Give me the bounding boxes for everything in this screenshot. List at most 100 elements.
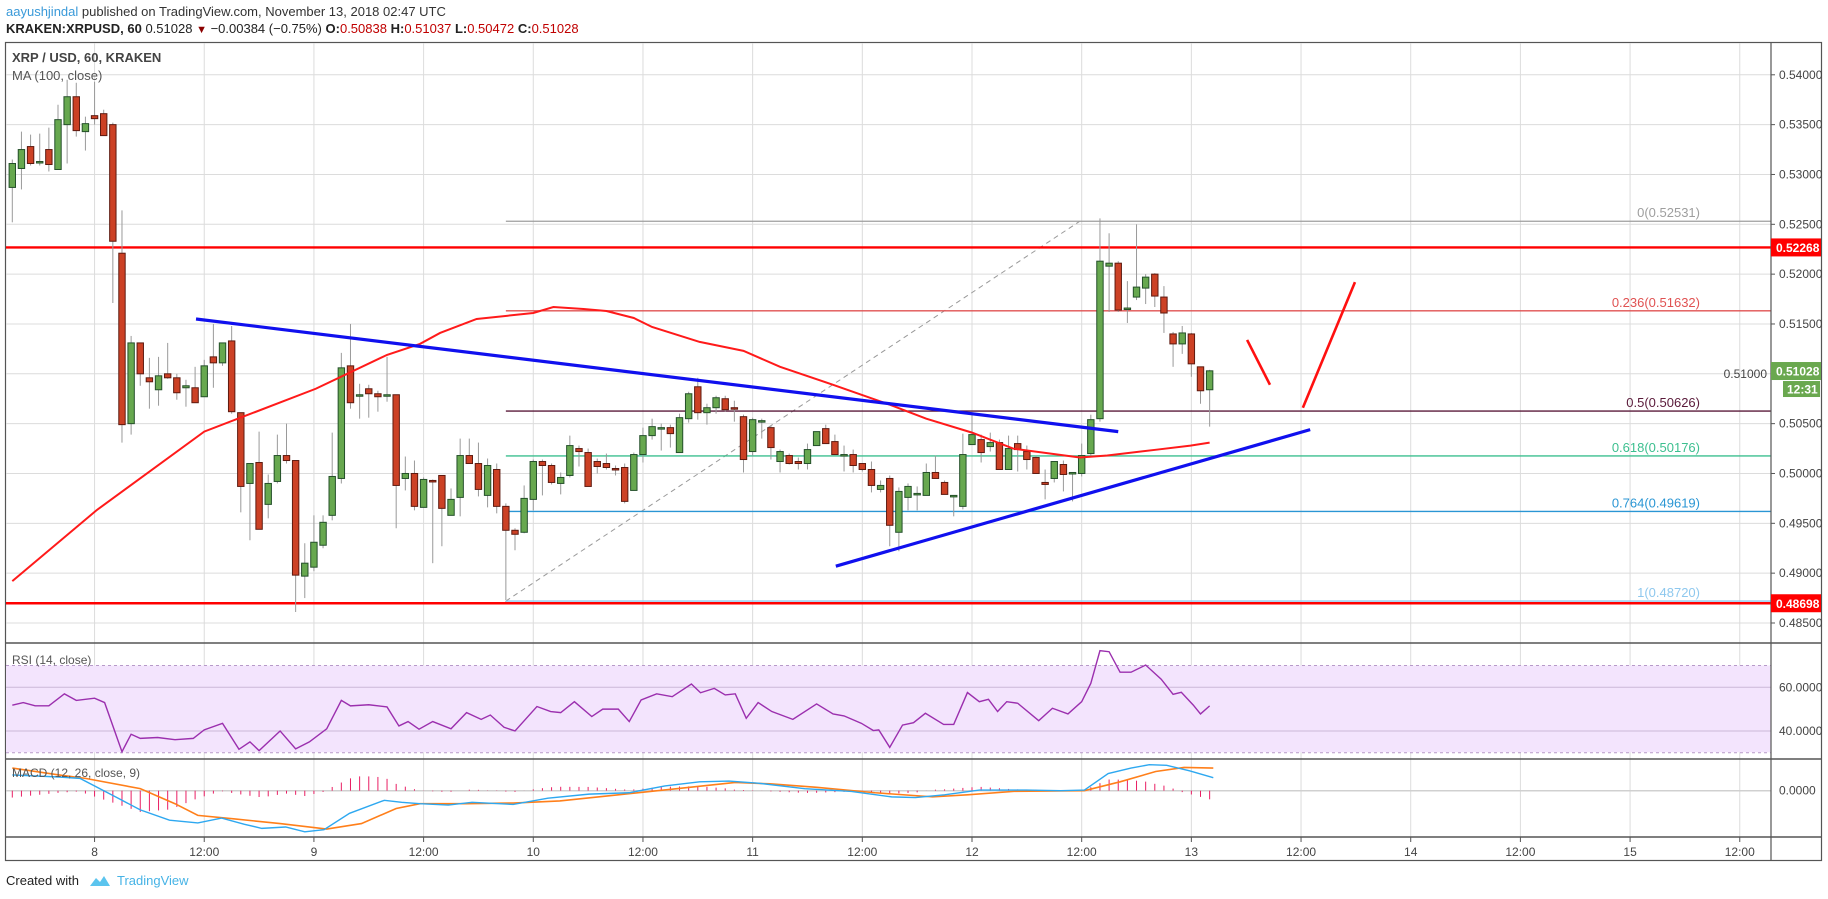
candle-up bbox=[758, 420, 766, 423]
candle-up bbox=[456, 455, 464, 498]
candle-up bbox=[301, 562, 309, 577]
published-text: published on TradingView.com, November 1… bbox=[81, 4, 446, 19]
candle-up bbox=[1123, 307, 1132, 311]
price-tick-label: 0.53500 bbox=[1779, 118, 1823, 132]
candle-up bbox=[529, 461, 537, 500]
candle-down bbox=[849, 454, 857, 467]
ma100-line bbox=[11, 306, 1210, 582]
rsi-pane bbox=[6, 649, 1771, 754]
time-tick-label: 12:00 bbox=[1286, 845, 1316, 859]
candle-up bbox=[566, 445, 574, 476]
candle-up bbox=[1077, 455, 1086, 474]
candle-down bbox=[739, 416, 748, 461]
ma-legend[interactable]: MA (100, close) bbox=[12, 68, 102, 83]
candle-down bbox=[227, 340, 236, 413]
time-tick-label: 12:00 bbox=[1725, 845, 1755, 859]
candle-up bbox=[1068, 471, 1077, 475]
macd-signal-line bbox=[12, 766, 1214, 830]
candle-down bbox=[163, 373, 172, 379]
price-tick-label: 0.50500 bbox=[1779, 417, 1823, 431]
candle-down bbox=[410, 472, 419, 507]
price-tick-label: 0.51500 bbox=[1779, 317, 1823, 331]
fib-level-label: 0(0.52531) bbox=[1637, 205, 1700, 220]
price-change: −0.00384 (−0.75%) bbox=[210, 21, 322, 36]
candle-up bbox=[959, 454, 967, 507]
candle-down bbox=[26, 146, 35, 165]
candle-down bbox=[538, 461, 547, 467]
open-value: 0.50838 bbox=[339, 21, 387, 36]
candle-up bbox=[986, 442, 994, 448]
candle-down bbox=[493, 468, 501, 507]
candle-down bbox=[291, 460, 300, 576]
price-tick-label: 0.52000 bbox=[1779, 267, 1823, 281]
candle-up bbox=[419, 478, 428, 508]
fib-level-label: 0.5(0.50626) bbox=[1626, 395, 1700, 410]
candle-down bbox=[593, 461, 601, 468]
candle-up bbox=[383, 394, 391, 397]
candle-down bbox=[191, 387, 199, 404]
projection-line bbox=[1301, 281, 1357, 409]
candle-down bbox=[1023, 451, 1031, 461]
high-label: H: bbox=[390, 21, 405, 36]
last-price: 0.51028 bbox=[145, 21, 193, 36]
candle-up bbox=[154, 375, 163, 391]
candle-up bbox=[657, 427, 665, 430]
candle-up bbox=[328, 475, 336, 516]
candle-down bbox=[118, 252, 126, 426]
rsi-legend[interactable]: RSI (14, close) bbox=[12, 653, 91, 667]
candle-down bbox=[346, 365, 355, 404]
candle-up bbox=[520, 497, 528, 533]
candle-down bbox=[45, 149, 53, 166]
candle-up bbox=[1178, 332, 1186, 345]
candle-down bbox=[72, 96, 80, 132]
rsi-line bbox=[12, 649, 1211, 754]
candle-up bbox=[200, 365, 208, 398]
candle-up bbox=[904, 485, 912, 498]
candle-down bbox=[1160, 296, 1168, 314]
candle-down bbox=[1151, 273, 1159, 297]
time-tick-label: 12:00 bbox=[1067, 845, 1097, 859]
fib-level-label: 0.764(0.49619) bbox=[1612, 495, 1700, 510]
rsi-tick-label: 40.0000 bbox=[1779, 724, 1823, 738]
candle-up bbox=[401, 472, 410, 479]
tradingview-link[interactable]: TradingView bbox=[116, 873, 189, 888]
candle-up bbox=[310, 541, 318, 568]
candle-up bbox=[355, 394, 364, 397]
fib-level-label: 1(0.48720) bbox=[1637, 585, 1700, 600]
candle-down bbox=[502, 505, 510, 531]
candle-down bbox=[136, 342, 144, 375]
time-tick-label: 12:00 bbox=[409, 845, 439, 859]
candle-down bbox=[730, 407, 739, 410]
price-tag-label: 0.48698 bbox=[1776, 597, 1820, 611]
symbol-info: KRAKEN:XRPUSD, 60 0.51028 ▼ −0.00384 (−0… bbox=[6, 21, 579, 36]
candle-down bbox=[109, 124, 117, 242]
candle-up bbox=[968, 434, 976, 446]
candle-up bbox=[913, 492, 921, 496]
time-tick-label: 8 bbox=[91, 845, 98, 859]
candle-up bbox=[54, 119, 62, 170]
candle-up bbox=[950, 494, 958, 498]
candle-down bbox=[237, 412, 245, 487]
rsi-tick-label: 60.0000 bbox=[1779, 680, 1823, 694]
price-tag bbox=[1771, 238, 1821, 257]
candle-up bbox=[81, 123, 90, 133]
projection-line bbox=[1245, 339, 1272, 386]
candle-down bbox=[1114, 262, 1122, 311]
macd-tick-label: 0.0000 bbox=[1779, 784, 1816, 798]
author-link[interactable]: aayushjindal bbox=[6, 4, 79, 19]
macd-legend[interactable]: MACD (12, 26, close, 9) bbox=[12, 766, 140, 780]
candle-up bbox=[1050, 461, 1058, 479]
price-tick-label: 0.49000 bbox=[1779, 566, 1823, 580]
candle-up bbox=[127, 342, 135, 425]
fib-level-label: 0.236(0.51632) bbox=[1612, 295, 1700, 310]
symbol: KRAKEN:XRPUSD, 60 bbox=[6, 21, 142, 36]
candle-up bbox=[684, 393, 693, 420]
chart-legend-title: XRP / USD, 60, KRAKEN bbox=[12, 50, 161, 65]
tradingview-logo-icon bbox=[89, 875, 110, 886]
candle-up bbox=[1087, 419, 1095, 455]
candle-down bbox=[575, 448, 583, 453]
candle-down bbox=[90, 115, 99, 120]
macd-line bbox=[12, 763, 1214, 833]
candle-down bbox=[822, 428, 830, 445]
